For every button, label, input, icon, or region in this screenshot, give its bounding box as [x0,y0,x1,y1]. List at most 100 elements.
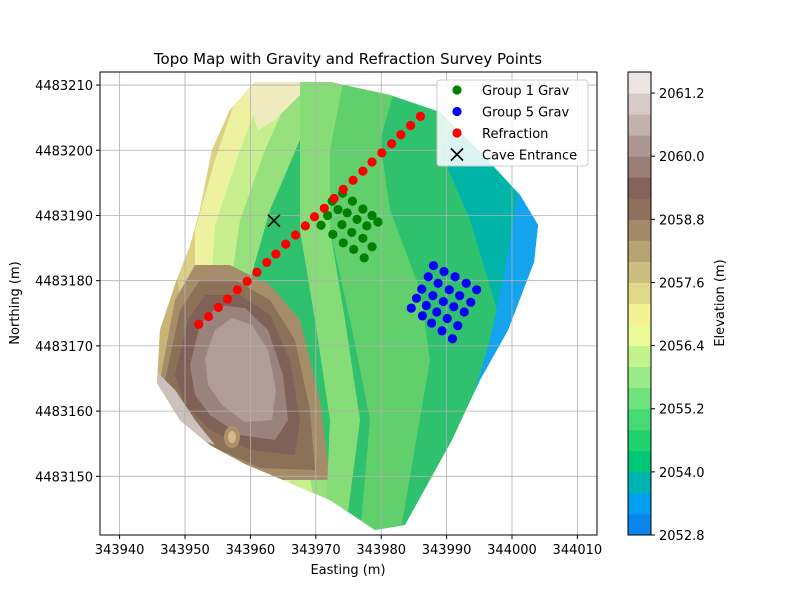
legend-box [436,79,589,167]
colorbar-band [628,240,651,262]
colorbar-band [628,156,651,178]
refraction-point [377,148,387,158]
colorbar: 2052.8 2054.0 2055.2 2056.4 2057.6 2058.8 2060… [627,71,728,544]
group-5-grav-point [411,293,422,303]
group-5-grav-point [417,284,427,294]
group-5-grav-point [452,106,462,117]
group-5-grav-point [432,307,442,317]
colorbar-band [628,93,651,115]
refraction-point [252,267,262,277]
refraction-point [406,120,416,131]
colorbar-tick-label: 2055.2 [659,403,705,418]
refraction-point [213,302,223,313]
y-tick-label: 4483180 [35,275,93,290]
cave-entrance-marker [450,147,464,162]
refraction-point [415,111,426,121]
group-5-grav-point [447,334,458,344]
refraction-point [290,230,301,240]
colorbar-band [628,198,651,220]
group-5-grav-point [437,326,447,336]
group-1-grav-point [333,204,343,215]
group-1-grav-point [337,219,347,230]
colorbar-band [628,450,651,473]
x-tick-label: 344010 [553,543,603,558]
refraction-point [387,139,397,149]
y-axis: 4483150 4483160 4483170 4483180 4483190 44832… [35,79,100,485]
group-5-grav-point [421,300,431,311]
group-1-grav-point [342,208,352,218]
group-1-grav-point [349,244,359,254]
group-5-grav-point [438,296,448,307]
colorbar-band [628,261,651,283]
x-tick-label: 343980 [356,543,406,558]
x-axis-label: Easting (m) [310,563,385,578]
colorbar-band [628,429,651,452]
legend-label: Group 5 Grav [482,106,569,121]
y-axis-label: Northing (m) [8,261,23,344]
colorbar-band [628,408,651,431]
group-5-grav-point [444,285,454,295]
colorbar-tick-label: 2054.0 [659,466,705,481]
colorbar-band [628,471,651,494]
refraction-point [271,249,281,259]
colorbar-band [628,345,651,368]
group-1-grav-point [367,210,377,221]
refraction-point [300,221,310,231]
refraction-point [329,193,339,204]
group-5-grav-point [453,321,463,331]
x-tick-label: 343970 [291,543,341,558]
x-tick-label: 343960 [226,543,276,558]
y-tick-label: 4483150 [35,470,93,485]
y-tick-label: 4483170 [35,340,93,355]
colorbar-band [628,177,651,199]
colorbar-band [628,366,651,389]
colorbar-label: Elevation (m) [713,259,728,346]
colorbar-band [628,513,651,536]
group-1-grav-point [367,242,377,252]
group-5-grav-point [442,313,452,324]
legend-label: Group 1 Grav [482,84,569,99]
refraction-point [338,184,348,194]
refraction-point [319,203,329,213]
colorbar-tick-label: 2061.2 [659,87,705,102]
group-5-grav-point [417,311,427,321]
refraction-point [203,311,214,322]
refraction-point [222,294,233,304]
colorbar-tick-label: 2056.4 [659,340,705,355]
group-1-grav-point [358,233,368,243]
group-5-grav-point [406,303,416,313]
group-5-grav-point [461,278,471,288]
group-5-grav-point [423,272,433,282]
group-5-grav-point [449,302,459,312]
colorbar-band [628,135,651,157]
group-5-grav-point [466,297,476,307]
colorbar-tick-label: 2060.0 [659,150,705,165]
group-1-grav-point [347,196,358,206]
colorbar-band [628,72,651,94]
x-tick-label: 343940 [95,543,145,558]
colorbar-tick-label: 2057.6 [659,276,705,291]
group-5-grav-point [472,285,482,295]
group-5-grav-point [459,307,469,317]
colorbar-band [628,219,651,241]
scatter-markers [194,111,482,344]
refraction-point [358,166,368,176]
refraction-point [452,128,462,138]
legend-label: Cave Entrance [482,149,577,164]
group-1-grav-point [347,227,357,238]
group-1-grav-point [328,229,338,239]
y-tick-label: 4483200 [35,144,93,159]
group-1-grav-point [358,204,368,214]
refraction-point [194,319,204,329]
group-5-grav-point [455,291,465,301]
y-tick-label: 4483160 [35,405,93,420]
x-tick-label: 343990 [422,543,472,558]
refraction-point [281,239,291,249]
colorbar-band [628,303,651,326]
group-5-grav-point [439,266,449,277]
group-1-grav-point [359,253,369,263]
colorbar-band [628,387,651,410]
group-5-grav-point [450,272,460,282]
group-5-grav-point [428,291,438,301]
